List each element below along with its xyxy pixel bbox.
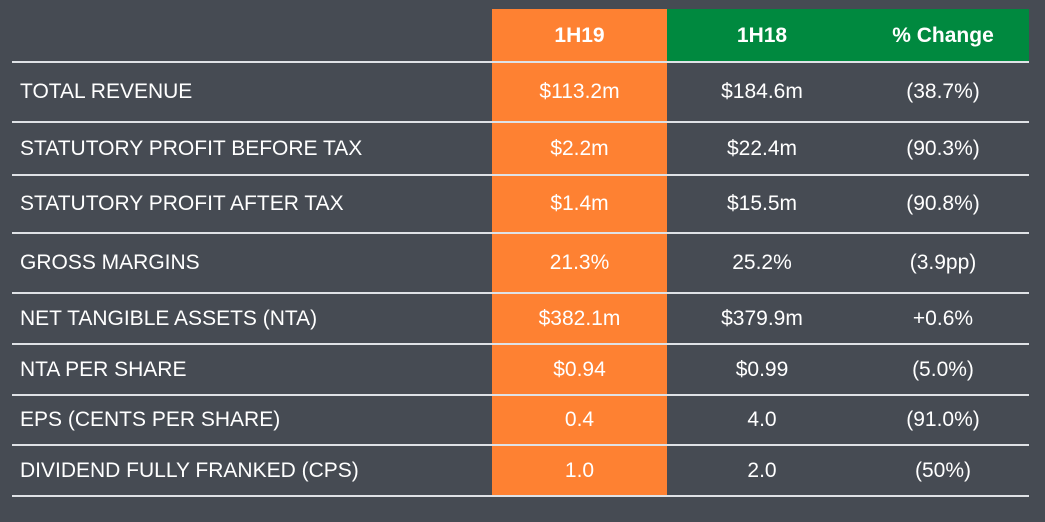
h19-column-highlight bbox=[492, 9, 667, 495]
row-label: TOTAL REVENUE bbox=[20, 80, 193, 103]
value-change: (90.3%) bbox=[906, 136, 980, 160]
table-row: STATUTORY PROFIT AFTER TAX $1.4m $15.5m … bbox=[12, 174, 1029, 232]
value-1h19: 0.4 bbox=[564, 408, 595, 431]
value-1h18: 25.2% bbox=[732, 251, 792, 274]
value-change: (3.9pp) bbox=[909, 251, 977, 274]
row-label: STATUTORY PROFIT AFTER TAX bbox=[20, 192, 344, 215]
value-change: (5.0%) bbox=[912, 357, 974, 381]
value-1h19: $382.1m bbox=[538, 306, 621, 330]
value-1h19: $2.2m bbox=[550, 136, 609, 160]
value-1h18: $22.4m bbox=[726, 136, 798, 160]
value-change: +0.6% bbox=[912, 306, 974, 330]
table-row: NET TANGIBLE ASSETS (NTA) $382.1m $379.9… bbox=[12, 292, 1029, 343]
value-1h19: $0.94 bbox=[553, 357, 606, 381]
value-1h18: 2.0 bbox=[747, 458, 777, 482]
row-label: NET TANGIBLE ASSETS (NTA) bbox=[20, 306, 318, 330]
value-1h19: 21.3% bbox=[549, 251, 610, 274]
value-1h19: $113.2m bbox=[539, 80, 620, 103]
row-label: EPS (CENTS PER SHARE) bbox=[20, 408, 281, 431]
value-change: (91.0%) bbox=[906, 408, 980, 431]
table-row: DIVIDEND FULLY FRANKED (CPS) 1.0 2.0 (50… bbox=[12, 444, 1029, 497]
table-row: STATUTORY PROFIT BEFORE TAX $2.2m $22.4m… bbox=[12, 121, 1029, 174]
table-row: TOTAL REVENUE $113.2m $184.6m (38.7%) bbox=[12, 61, 1029, 121]
header-1h19: 1H19 bbox=[554, 23, 605, 47]
row-label: GROSS MARGINS bbox=[20, 251, 200, 274]
row-label: DIVIDEND FULLY FRANKED (CPS) bbox=[20, 458, 359, 482]
header-percent-change: % Change bbox=[892, 23, 994, 47]
header-1h18: 1H18 bbox=[736, 23, 788, 47]
table-row: GROSS MARGINS 21.3% 25.2% (3.9pp) bbox=[12, 232, 1029, 292]
header-green-band bbox=[667, 9, 1029, 62]
value-1h19: 1.0 bbox=[564, 458, 595, 482]
value-1h18: 4.0 bbox=[747, 408, 777, 431]
table-row: EPS (CENTS PER SHARE) 0.4 4.0 (91.0%) bbox=[12, 394, 1029, 444]
value-1h18: $379.9m bbox=[721, 306, 803, 330]
value-change: (90.8%) bbox=[906, 192, 980, 215]
value-change: (38.7%) bbox=[906, 80, 980, 103]
row-label: STATUTORY PROFIT BEFORE TAX bbox=[20, 136, 363, 160]
value-1h18: $0.99 bbox=[735, 357, 789, 381]
value-1h19: $1.4m bbox=[550, 192, 609, 215]
value-1h18: $184.6m bbox=[721, 80, 803, 103]
value-change: (50%) bbox=[914, 458, 972, 482]
table-row: NTA PER SHARE $0.94 $0.99 (5.0%) bbox=[12, 343, 1029, 394]
value-1h18: $15.5m bbox=[726, 192, 798, 215]
row-label: NTA PER SHARE bbox=[20, 357, 187, 381]
